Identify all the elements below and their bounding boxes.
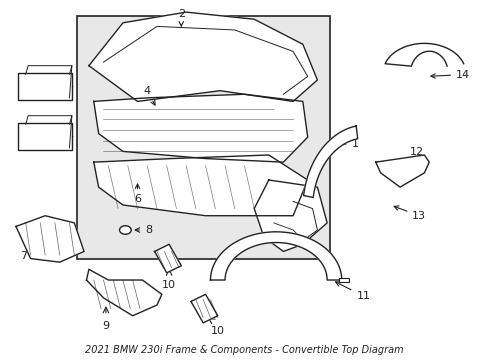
Polygon shape <box>16 216 84 262</box>
Polygon shape <box>191 294 217 323</box>
Text: 13: 13 <box>393 206 426 221</box>
Circle shape <box>119 226 131 234</box>
Text: 14: 14 <box>430 69 469 80</box>
Polygon shape <box>89 12 317 102</box>
Text: 3: 3 <box>53 81 73 91</box>
Text: 10: 10 <box>162 280 176 290</box>
Text: 12: 12 <box>409 147 423 157</box>
Polygon shape <box>154 244 181 273</box>
Text: 11: 11 <box>335 282 369 301</box>
Polygon shape <box>94 155 307 216</box>
FancyBboxPatch shape <box>19 123 72 150</box>
Text: 7: 7 <box>20 240 38 261</box>
Text: 5: 5 <box>53 131 73 141</box>
Text: 6: 6 <box>134 184 141 204</box>
Polygon shape <box>86 269 162 316</box>
FancyBboxPatch shape <box>77 16 329 258</box>
Polygon shape <box>385 44 463 66</box>
Text: 1: 1 <box>333 139 358 149</box>
Text: 10: 10 <box>210 327 224 337</box>
Polygon shape <box>94 94 307 162</box>
Polygon shape <box>303 126 357 198</box>
Polygon shape <box>375 155 428 187</box>
FancyBboxPatch shape <box>19 73 72 100</box>
Text: 4: 4 <box>143 86 155 105</box>
Text: 8: 8 <box>135 225 152 235</box>
Text: 2: 2 <box>177 9 184 26</box>
Polygon shape <box>254 180 326 251</box>
Polygon shape <box>210 232 341 280</box>
Polygon shape <box>339 278 348 282</box>
Text: 9: 9 <box>102 321 109 331</box>
Text: 2021 BMW 230i Frame & Components - Convertible Top Diagram: 2021 BMW 230i Frame & Components - Conve… <box>85 345 403 355</box>
